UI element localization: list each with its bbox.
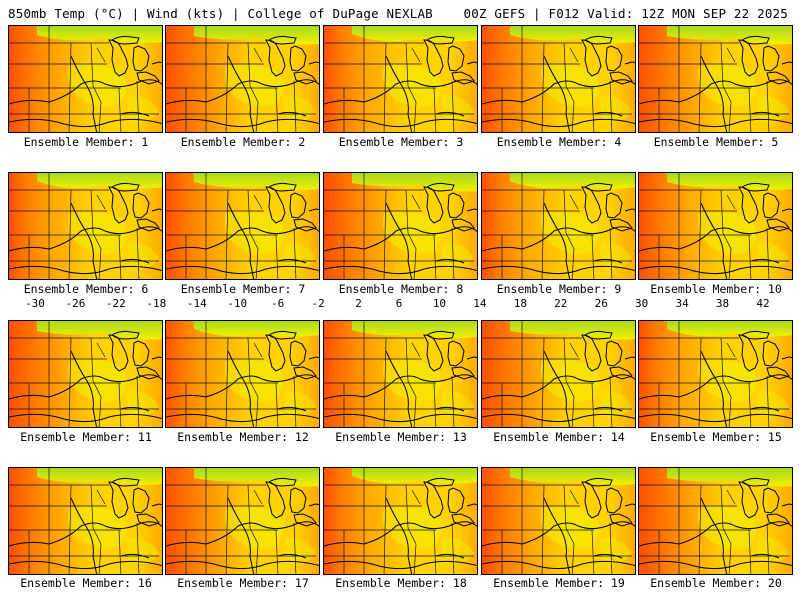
- ensemble-member-map: [638, 320, 793, 428]
- ensemble-member-label: Ensemble Member: 14: [493, 430, 625, 444]
- colorbar-tick-label: -30: [25, 297, 45, 310]
- colorbar-tick-label: -6: [271, 297, 285, 310]
- ensemble-member-label: Ensemble Member: 16: [20, 576, 152, 590]
- colorbar-tick-label: 22: [554, 297, 568, 310]
- ensemble-member-map: [481, 172, 636, 280]
- ensemble-member-label: Ensemble Member: 3: [338, 135, 464, 149]
- ensemble-member-map: [165, 25, 320, 133]
- ensemble-member-map: [323, 467, 478, 575]
- ensemble-member-label: Ensemble Member: 1: [23, 135, 149, 149]
- ensemble-member-label: Ensemble Member: 5: [653, 135, 779, 149]
- ensemble-member-label: Ensemble Member: 20: [650, 576, 782, 590]
- ensemble-member-label: Ensemble Member: 4: [496, 135, 622, 149]
- ensemble-member-label: Ensemble Member: 19: [493, 576, 625, 590]
- colorbar-tick-label: 42: [756, 297, 770, 310]
- ensemble-member-map: [165, 172, 320, 280]
- ensemble-member-label: Ensemble Member: 12: [177, 430, 309, 444]
- ensemble-member-map: [638, 467, 793, 575]
- ensemble-member-label: Ensemble Member: 11: [20, 430, 152, 444]
- ensemble-member-map: [165, 320, 320, 428]
- colorbar-tick-label: 6: [395, 297, 403, 310]
- colorbar-tick-label: -26: [65, 297, 86, 310]
- ensemble-member-map: [8, 320, 163, 428]
- colorbar-tick-label: 10: [432, 297, 447, 310]
- ensemble-member-map: [481, 320, 636, 428]
- ensemble-member-map: [8, 172, 163, 280]
- ensemble-member-label: Ensemble Member: 15: [650, 430, 782, 444]
- ensemble-member-label: Ensemble Member: 7: [180, 282, 306, 296]
- colorbar-tick-label: 38: [715, 297, 730, 310]
- ensemble-member-label: Ensemble Member: 8: [338, 282, 464, 296]
- colorbar-tick-label: -10: [227, 297, 248, 310]
- colorbar-tick-label: 18: [513, 297, 527, 310]
- ensemble-member-map: [323, 25, 478, 133]
- ensemble-member-map: [481, 467, 636, 575]
- ensemble-member-label: Ensemble Member: 9: [496, 282, 622, 296]
- model-run-info: 00Z GEFS | F012 Valid: 12Z MON SEP 22 20…: [463, 6, 788, 21]
- ensemble-member-map: [638, 172, 793, 280]
- ensemble-member-map: [8, 25, 163, 133]
- ensemble-member-map: [8, 467, 163, 575]
- ensemble-member-map: [638, 25, 793, 133]
- ensemble-member-label: Ensemble Member: 6: [23, 282, 149, 296]
- ensemble-member-label: Ensemble Member: 13: [335, 430, 467, 444]
- ensemble-member-label: Ensemble Member: 2: [180, 135, 306, 149]
- ensemble-member-label: Ensemble Member: 10: [650, 282, 782, 296]
- colorbar-tick-label: 34: [675, 297, 689, 310]
- colorbar-tick-label: 26: [594, 297, 608, 310]
- ensemble-member-label: Ensemble Member: 17: [177, 576, 309, 590]
- map-title: 850mb Temp (°C) | Wind (kts) | College o…: [8, 6, 433, 21]
- colorbar-tick-label: -22: [105, 297, 126, 310]
- ensemble-member-map: [323, 320, 478, 428]
- colorbar-tick-label: -18: [146, 297, 167, 310]
- ensemble-member-map: [165, 467, 320, 575]
- colorbar-tick-label: 2: [355, 297, 362, 310]
- colorbar-tick-label: 30: [635, 297, 649, 310]
- ensemble-member-label: Ensemble Member: 18: [335, 576, 467, 590]
- colorbar-tick-label: -2: [311, 297, 325, 310]
- colorbar-tick-label: 14: [473, 297, 487, 310]
- ensemble-member-map: [323, 172, 478, 280]
- colorbar-tick-label: -14: [186, 297, 207, 310]
- ensemble-member-map: [481, 25, 636, 133]
